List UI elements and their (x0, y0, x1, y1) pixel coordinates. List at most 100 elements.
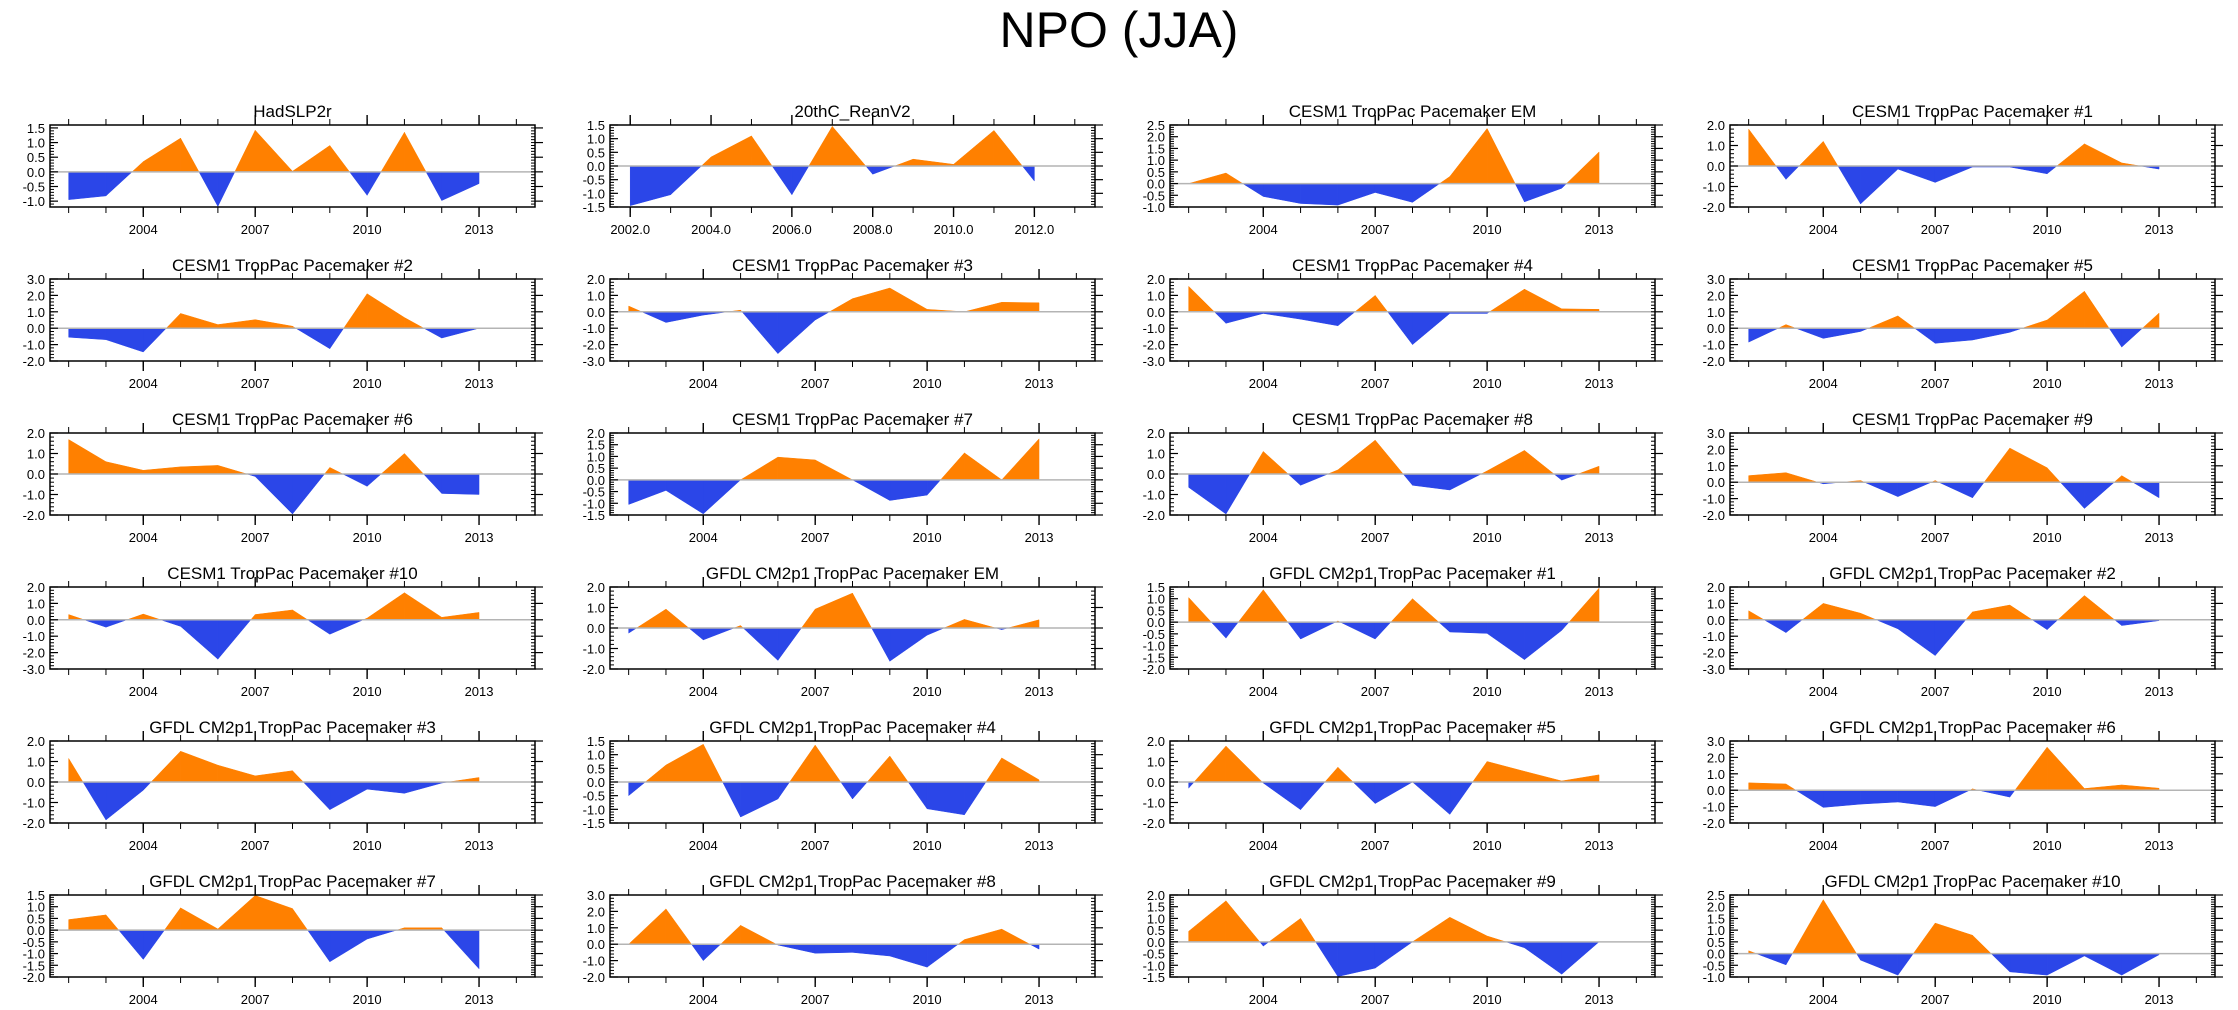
area-negative (292, 473, 326, 515)
area-negative (349, 171, 368, 197)
area-negative (404, 781, 442, 794)
area-positive (404, 452, 425, 475)
panel-12: CESM1 TropPac Pacemaker #9 -2.0-1.0 0.01.0… (1703, 410, 2223, 545)
y-tick-label: -0.5 (1703, 958, 1725, 973)
panel-9: CESM1 TropPac Pacemaker #6 -2.0 -1.0 0.0 1.0… (23, 410, 543, 545)
area-negative (143, 327, 167, 353)
area-negative (871, 627, 891, 662)
plot-frame (49, 124, 536, 208)
area-positive (665, 608, 690, 629)
y-tick-label: 3.0 (1707, 272, 1725, 287)
x-tick-label: 2010 (913, 838, 942, 853)
area-negative (1897, 481, 1932, 498)
y-tick-label: 3.0 (1707, 426, 1725, 441)
y-tick-label: -0.5 (583, 485, 605, 500)
area-positive (1524, 288, 1562, 313)
y-tick-label: 2.0 (27, 288, 45, 303)
area-positive (912, 158, 954, 167)
y-tick-label: -2.0 (583, 970, 605, 985)
x-tick-label: 2013 (1025, 530, 1054, 545)
area-negative (441, 327, 480, 339)
area-negative (1876, 619, 1899, 630)
area-positive (366, 592, 405, 621)
area-negative (1337, 183, 1376, 206)
x-tick-label: 2013 (1585, 376, 1614, 391)
y-tick-label: 1.0 (587, 449, 605, 464)
area-positive (163, 907, 181, 931)
y-tick-label: -1.5 (583, 508, 605, 523)
area-positive (1785, 472, 1818, 483)
area-positive (1748, 128, 1777, 167)
x-tick-label: 2004.0 (691, 222, 731, 237)
area-negative (425, 171, 442, 201)
x-tick-label: 2004 (689, 684, 718, 699)
area-negative (872, 165, 895, 175)
x-tick-label: 2013 (1025, 376, 1054, 391)
area-positive (940, 452, 965, 481)
area-positive (165, 312, 181, 329)
area-positive (2084, 595, 2116, 621)
y-tick-label: -1.0 (1703, 338, 1725, 353)
y-tick-label: -1.5 (1143, 970, 1165, 985)
y-tick-label: 1.0 (587, 921, 605, 936)
area-negative (366, 929, 397, 940)
y-tick-label: 2.0 (1147, 734, 1165, 749)
y-tick-label: -1.0 (1703, 629, 1725, 644)
y-tick-label: -1.5 (23, 958, 45, 973)
area-positive (1390, 598, 1413, 623)
y-tick-label: -1.0 (23, 488, 45, 503)
area-positive (894, 158, 914, 167)
y-tick-label: 1.5 (1147, 141, 1165, 156)
area-positive (943, 619, 965, 629)
area-positive (292, 145, 331, 173)
area-negative (1561, 941, 1600, 975)
area-negative (665, 311, 704, 323)
area-positive (1007, 619, 1040, 629)
area-positive (2121, 475, 2134, 483)
area-negative (2113, 619, 2122, 627)
area-positive (1578, 465, 1600, 475)
y-tick-label: 1.0 (587, 601, 605, 616)
y-tick-label: -0.5 (583, 173, 605, 188)
panel-5: CESM1 TropPac Pacemaker #2 -2.0-1.0 0.01.0… (23, 256, 543, 391)
area-negative (641, 311, 667, 323)
panel-20: GFDL CM2p1 TropPac Pacemaker #6 -2.0-1.0 0… (1703, 718, 2223, 853)
panel-1: HadSLP2r -1.0-0.50.00.51.01.5 2004 2007 2010… (23, 102, 543, 237)
x-tick-label: 2007 (801, 838, 830, 853)
x-tick-label: 2010 (353, 376, 382, 391)
area-positive (665, 743, 704, 783)
y-tick-label: 1.0 (1707, 459, 1725, 474)
y-tick-label: -1.0 (1703, 180, 1725, 195)
x-tick-label: 2004 (1249, 838, 1278, 853)
y-tick-label: 1.0 (1707, 139, 1725, 154)
area-positive (2084, 290, 2110, 329)
panel-6: CESM1 TropPac Pacemaker #3 -3.0-2.0 -1.00.… (583, 256, 1103, 391)
y-tick-label: 0.0 (587, 473, 605, 488)
y-tick-label: -1.0 (1703, 492, 1725, 507)
y-tick-label: 1.0 (27, 447, 45, 462)
panel-title: CESM1 TropPac Pacemaker #8 (1292, 410, 1533, 429)
y-tick-label: -0.5 (1143, 627, 1165, 642)
area-negative (889, 627, 928, 662)
panel-18: GFDL CM2p1 TropPac Pacemaker #4 -1.5-1.0-… (583, 718, 1103, 853)
area-positive (964, 619, 996, 629)
area-negative (852, 479, 891, 501)
area-positive (2057, 594, 2085, 621)
area-negative (1300, 621, 1336, 640)
area-negative (740, 781, 779, 818)
area-negative (441, 171, 480, 201)
x-tick-label: 2010 (1473, 222, 1502, 237)
y-tick-label: 1.5 (587, 118, 605, 133)
y-tick-label: 1.5 (587, 438, 605, 453)
y-tick-label: 0.0 (1707, 947, 1725, 962)
x-tick-label: 2007 (241, 992, 270, 1007)
y-tick-label: 1.0 (1147, 592, 1165, 607)
area-positive (1263, 589, 1289, 623)
area-positive (800, 608, 816, 629)
y-tick-label: -1.0 (583, 642, 605, 657)
area-negative (2121, 327, 2144, 348)
area-positive (777, 456, 816, 481)
area-positive (254, 129, 293, 173)
y-tick-label: 2.0 (27, 734, 45, 749)
x-tick-label: 2007 (1921, 376, 1950, 391)
